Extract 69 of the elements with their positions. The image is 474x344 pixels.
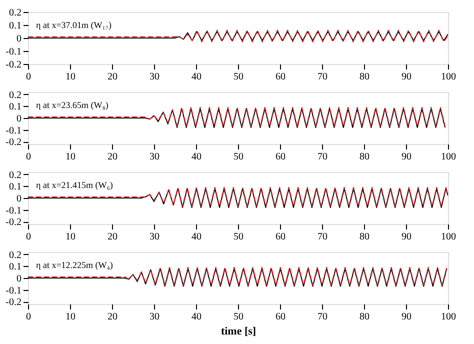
y-tick-label: -0.2: [6, 217, 22, 228]
y-tick-label: 0.2: [9, 90, 22, 101]
x-tick-label: 90: [402, 232, 412, 242]
x-tick-label: 10: [66, 232, 76, 242]
x-axis-title: time [s]: [220, 326, 256, 338]
x-tick-label: 40: [192, 312, 202, 322]
y-tick-label: 0: [16, 34, 22, 44]
y-tick-label: 0.1: [9, 182, 22, 193]
x-tick-label: 0: [26, 232, 31, 242]
y-tick-label: -0.1: [6, 125, 22, 136]
x-tick-label: 90: [402, 152, 412, 162]
y-tick-label: 0.1: [9, 20, 22, 32]
x-tick-label: 100: [441, 152, 456, 162]
x-tick-label: 0: [26, 312, 31, 322]
x-tick-label: 90: [402, 72, 412, 82]
y-tick-label: -0.2: [6, 60, 22, 70]
x-tick-label: 30: [150, 312, 160, 322]
x-tick-label: 20: [108, 232, 118, 242]
x-tick-label: 50: [234, 232, 244, 242]
x-tick-label: 10: [66, 152, 76, 162]
annotation: η at x=21.415m (W₆): [36, 180, 113, 190]
y-tick-label: 0.2: [9, 250, 22, 261]
y-tick-label: -0.2: [6, 137, 22, 148]
x-tick-label: 100: [441, 72, 456, 82]
x-tick-label: 0: [26, 152, 31, 162]
x-tick-label: 60: [276, 232, 286, 242]
x-tick-label: 20: [108, 152, 118, 162]
x-tick-label: 20: [108, 312, 118, 322]
y-tick-label: 0: [16, 274, 22, 284]
x-tick-label: 60: [276, 312, 286, 322]
x-tick-label: 80: [360, 312, 370, 322]
y-tick-label: 0.2: [9, 170, 22, 181]
x-tick-label: 10: [66, 312, 76, 322]
x-tick-label: 70: [318, 152, 328, 162]
x-tick-label: 10: [66, 72, 76, 82]
x-tick-label: 30: [150, 72, 160, 82]
x-tick-label: 80: [360, 232, 370, 242]
x-tick-label: 20: [108, 72, 118, 82]
x-tick-label: 40: [192, 72, 202, 82]
y-tick-label: -0.1: [6, 285, 22, 296]
x-tick-label: 70: [318, 72, 328, 82]
x-tick-label: 50: [234, 72, 244, 82]
x-tick-label: 50: [234, 152, 244, 162]
y-tick-label: -0.1: [6, 46, 22, 58]
annotation: η at x=12.225m (W₄): [36, 260, 113, 270]
x-tick-label: 60: [276, 152, 286, 162]
y-tick-label: -0.2: [6, 297, 22, 308]
x-tick-label: 0: [26, 72, 31, 82]
x-tick-label: 60: [276, 72, 286, 82]
x-tick-label: 70: [318, 312, 328, 322]
x-tick-label: 80: [360, 72, 370, 82]
x-tick-label: 30: [150, 152, 160, 162]
x-tick-label: 80: [360, 152, 370, 162]
x-tick-label: 100: [441, 312, 456, 322]
annotation: η at x=37.01m (W₁₇): [36, 20, 112, 30]
y-tick-label: 0.1: [9, 102, 22, 113]
x-tick-label: 40: [192, 232, 202, 242]
x-tick-label: 70: [318, 232, 328, 242]
y-tick-label: 0: [16, 114, 22, 124]
x-tick-label: 30: [150, 232, 160, 242]
y-tick-label: 0.1: [9, 262, 22, 273]
x-tick-label: 50: [234, 312, 244, 322]
y-tick-label: 0.2: [9, 8, 22, 18]
annotation: η at x=23.65m (W₈): [36, 100, 108, 110]
x-tick-label: 100: [441, 232, 456, 242]
y-tick-label: -0.1: [6, 205, 22, 216]
x-tick-label: 90: [402, 312, 412, 322]
y-tick-label: 0: [16, 194, 22, 204]
x-tick-label: 40: [192, 152, 202, 162]
